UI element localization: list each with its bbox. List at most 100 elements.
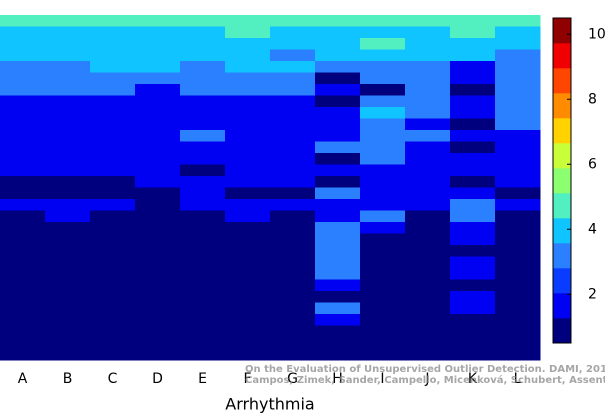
heatmap-cell xyxy=(450,164,496,177)
heatmap-cell xyxy=(225,279,271,292)
heatmap-cell xyxy=(315,26,361,39)
heatmap-cell xyxy=(90,130,136,142)
x-tick-label: K xyxy=(468,371,478,387)
heatmap-cell xyxy=(270,61,316,73)
heatmap-cell xyxy=(225,325,271,338)
heatmap-cell xyxy=(270,348,316,361)
heatmap-cell xyxy=(225,314,271,326)
heatmap-cell xyxy=(495,199,541,211)
heatmap-cell xyxy=(0,141,46,154)
heatmap-cell xyxy=(225,26,271,39)
colorbar-segment xyxy=(553,268,571,294)
heatmap-cell xyxy=(135,141,181,154)
heatmap-cell xyxy=(135,199,181,211)
heatmap-cell xyxy=(90,15,136,27)
heatmap-cell xyxy=(315,141,361,154)
heatmap-cell xyxy=(450,153,496,165)
heatmap-cell xyxy=(450,222,496,234)
colorbar-segment xyxy=(553,243,571,269)
heatmap-cell xyxy=(450,187,496,200)
heatmap-cell xyxy=(360,268,406,280)
heatmap-cell xyxy=(450,314,496,326)
heatmap-cell xyxy=(270,245,316,257)
colorbar-tick-label: 2 xyxy=(588,286,597,302)
heatmap-cell xyxy=(270,72,316,85)
colorbar-segment xyxy=(553,118,571,144)
heatmap-cell xyxy=(360,222,406,234)
heatmap-cell xyxy=(315,268,361,280)
heatmap-cell xyxy=(360,291,406,303)
heatmap-cell xyxy=(360,61,406,73)
heatmap-cell xyxy=(315,49,361,62)
heatmap-cell xyxy=(360,302,406,315)
heatmap-cell xyxy=(180,302,226,315)
heatmap-cell xyxy=(405,210,451,223)
heatmap-cell xyxy=(180,337,226,349)
heatmap-cell xyxy=(45,337,91,349)
heatmap-cell xyxy=(0,256,46,269)
heatmap-cell xyxy=(450,233,496,246)
heatmap-cell xyxy=(360,325,406,338)
heatmap-cell xyxy=(495,245,541,257)
heatmap-cell xyxy=(90,325,136,338)
heatmap-cell xyxy=(450,95,496,108)
heatmap-cell xyxy=(405,72,451,85)
heatmap-cell xyxy=(0,153,46,165)
x-tick-label: L xyxy=(514,371,522,387)
heatmap-cell xyxy=(270,26,316,39)
heatmap-cell xyxy=(360,187,406,200)
heatmap-cell xyxy=(450,291,496,303)
heatmap-cell xyxy=(45,72,91,85)
heatmap-cell xyxy=(360,256,406,269)
heatmap-cell xyxy=(0,38,46,50)
heatmap-cell xyxy=(90,348,136,361)
heatmap-cell xyxy=(135,49,181,62)
heatmap-cell xyxy=(315,72,361,85)
heatmap-cell xyxy=(315,199,361,211)
colorbar-segment xyxy=(553,193,571,219)
heatmap-cell xyxy=(405,325,451,338)
heatmap-cell xyxy=(135,95,181,108)
colorbar-segment xyxy=(553,318,571,344)
heatmap-cell xyxy=(180,325,226,338)
heatmap-cell xyxy=(45,268,91,280)
heatmap-cell xyxy=(360,337,406,349)
heatmap-cell xyxy=(270,176,316,188)
heatmap-cell xyxy=(450,38,496,50)
heatmap-cell xyxy=(45,245,91,257)
heatmap-cell xyxy=(0,187,46,200)
heatmap-cell xyxy=(225,302,271,315)
heatmap-cell xyxy=(0,49,46,62)
heatmap-cell xyxy=(360,38,406,50)
heatmap-cell xyxy=(450,118,496,131)
heatmap-cell xyxy=(45,15,91,27)
heatmap-cell xyxy=(90,176,136,188)
heatmap-cell xyxy=(180,141,226,154)
heatmap-cell xyxy=(405,187,451,200)
heatmap-cell xyxy=(450,210,496,223)
heatmap-cell xyxy=(450,348,496,361)
heatmap-cell xyxy=(495,26,541,39)
heatmap-cell xyxy=(90,233,136,246)
heatmap-cell xyxy=(495,291,541,303)
heatmap-cell xyxy=(360,95,406,108)
heatmap-cell xyxy=(90,302,136,315)
heatmap-cell xyxy=(225,187,271,200)
heatmap-cell xyxy=(450,279,496,292)
heatmap-cell xyxy=(315,164,361,177)
x-tick-label: C xyxy=(108,371,118,387)
heatmap-cell xyxy=(135,61,181,73)
heatmap-cell xyxy=(315,302,361,315)
heatmap-cell xyxy=(0,291,46,303)
heatmap-cell xyxy=(135,26,181,39)
heatmap-cell xyxy=(405,84,451,96)
heatmap-cell xyxy=(0,107,46,119)
heatmap-cell xyxy=(360,233,406,246)
heatmap-cell xyxy=(495,72,541,85)
heatmap-cell xyxy=(225,164,271,177)
heatmap-cell xyxy=(180,15,226,27)
heatmap-cell xyxy=(270,130,316,142)
heatmap-cell xyxy=(0,279,46,292)
heatmap-cell xyxy=(360,84,406,96)
heatmap-cell xyxy=(450,268,496,280)
